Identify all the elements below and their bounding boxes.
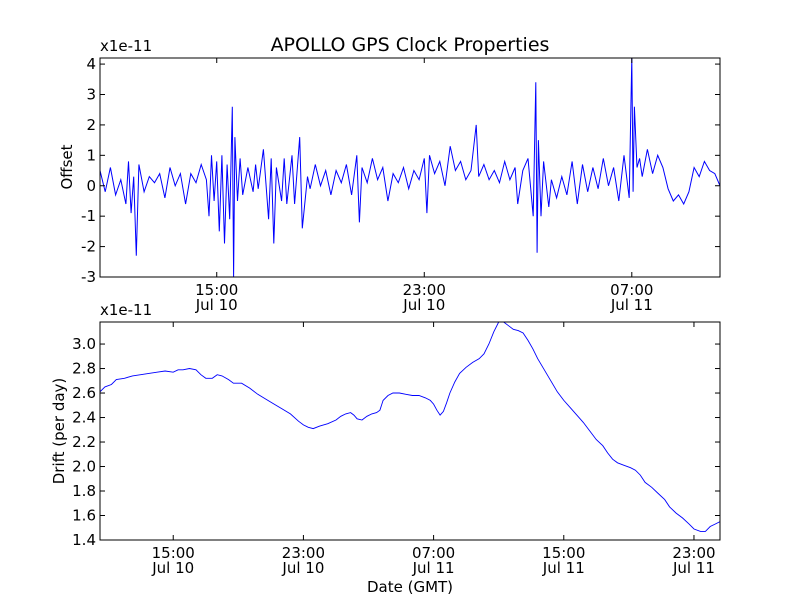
drift-y-tick-label: 2.0 bbox=[72, 458, 96, 476]
offset-x-tick-date: Jul 10 bbox=[195, 296, 238, 314]
offset-y-tick-label: 3 bbox=[86, 86, 96, 104]
drift-scale-label: x1e-11 bbox=[100, 301, 152, 319]
drift-y-tick-label: 2.8 bbox=[72, 360, 96, 378]
offset-x-tick-time: 23:00 bbox=[403, 281, 446, 299]
chart-title: APOLLO GPS Clock Properties bbox=[271, 34, 550, 56]
x-axis-label: Date (GMT) bbox=[367, 578, 453, 596]
offset-x-tick-time: 07:00 bbox=[610, 281, 653, 299]
offset-x-tick-time: 15:00 bbox=[195, 281, 238, 299]
offset-plot-frame bbox=[99, 57, 721, 278]
drift-x-tick-time: 15:00 bbox=[542, 544, 585, 562]
offset-y-tick-label: 1 bbox=[86, 146, 96, 164]
drift-x-tick-time: 23:00 bbox=[282, 544, 325, 562]
drift-plot-frame bbox=[99, 321, 721, 541]
offset-y-tick-label: -2 bbox=[81, 238, 96, 256]
offset-x-tick-date: Jul 11 bbox=[610, 296, 653, 314]
drift-y-tick-label: 2.6 bbox=[72, 384, 96, 402]
drift-x-tick-date: Jul 10 bbox=[281, 559, 324, 577]
drift-y-tick-label: 3.0 bbox=[72, 335, 96, 353]
drift-x-tick-date: Jul 11 bbox=[672, 559, 715, 577]
drift-y-tick-label: 2.4 bbox=[72, 409, 96, 427]
drift-x-tick-date: Jul 10 bbox=[151, 559, 194, 577]
offset-y-axis-label: Offset bbox=[58, 144, 76, 189]
drift-y-tick-label: 1.8 bbox=[72, 482, 96, 500]
drift-x-tick-date: Jul 11 bbox=[412, 559, 455, 577]
drift-x-tick-time: 15:00 bbox=[152, 544, 195, 562]
offset-scale-label: x1e-11 bbox=[100, 37, 152, 55]
drift-x-tick-time: 07:00 bbox=[412, 544, 455, 562]
drift-y-tick-label: 1.6 bbox=[72, 507, 96, 525]
offset-y-tick-label: -1 bbox=[81, 207, 96, 225]
drift-y-tick-label: 2.2 bbox=[72, 433, 96, 451]
drift-series-line bbox=[100, 322, 720, 532]
offset-y-tick-label: 2 bbox=[86, 116, 96, 134]
offset-series-line bbox=[100, 58, 720, 277]
offset-y-tick-label: -3 bbox=[81, 268, 96, 286]
drift-y-axis-label: Drift (per day) bbox=[50, 378, 68, 485]
offset-x-tick-date: Jul 10 bbox=[402, 296, 445, 314]
drift-x-tick-date: Jul 11 bbox=[542, 559, 585, 577]
drift-y-tick-label: 1.4 bbox=[72, 531, 96, 549]
drift-series bbox=[100, 322, 720, 532]
drift-x-tick-time: 23:00 bbox=[672, 544, 715, 562]
offset-y-tick-label: 0 bbox=[86, 177, 96, 195]
offset-y-tick-label: 4 bbox=[86, 55, 96, 73]
offset-series bbox=[100, 58, 720, 277]
